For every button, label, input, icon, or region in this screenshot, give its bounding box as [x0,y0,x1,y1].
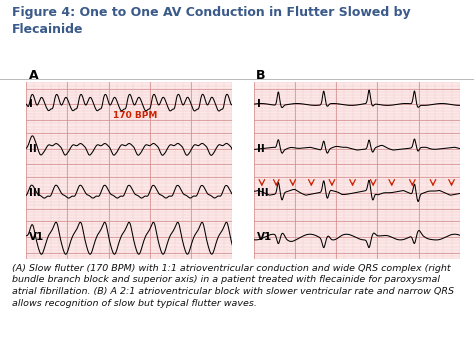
Text: V1: V1 [29,232,45,242]
Text: Figure 4: One to One AV Conduction in Flutter Slowed by
Flecainide: Figure 4: One to One AV Conduction in Fl… [12,6,410,36]
Text: III: III [29,188,41,198]
Text: III: III [257,188,268,198]
Text: II: II [257,144,264,154]
Text: (A) Slow flutter (170 BPM) with 1:1 atrioventricular conduction and wide QRS com: (A) Slow flutter (170 BPM) with 1:1 atri… [12,264,454,308]
Text: A: A [28,69,38,82]
Text: II: II [29,144,37,154]
Text: 170 BPM: 170 BPM [113,111,157,120]
Text: I: I [257,99,261,109]
Text: B: B [256,69,265,82]
Text: V1: V1 [257,232,272,242]
Text: I: I [29,99,33,109]
